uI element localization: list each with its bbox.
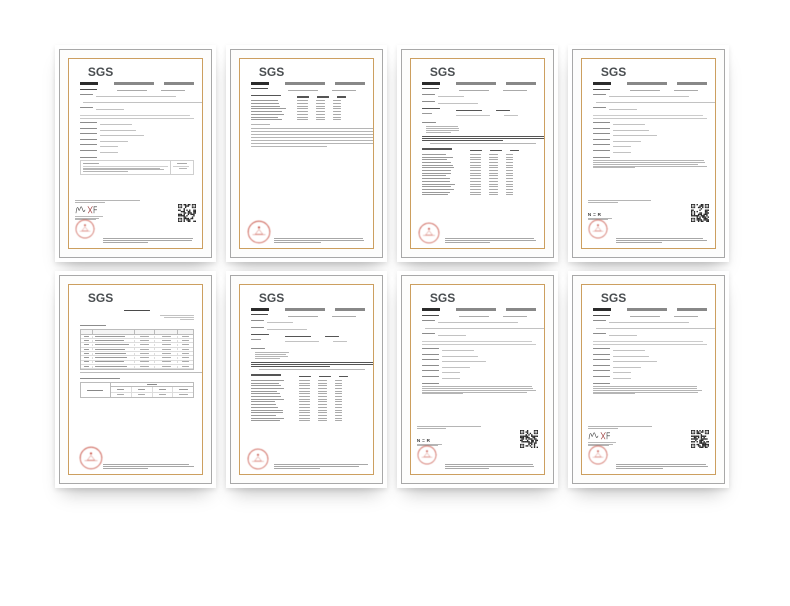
- svg-text:TESTING CERTIFICATION CO LTD: TESTING CERTIFICATION CO LTD: [588, 445, 607, 456]
- svg-text:TESTING CERTIFICATION CO LTD: TESTING CERTIFICATION CO LTD: [79, 446, 102, 459]
- svg-text:TESTING CERTIFICATION CO LTD: TESTING CERTIFICATION CO LTD: [417, 445, 436, 456]
- svg-text:TESTING CERTIFICATION CO LTD: TESTING CERTIFICATION CO LTD: [247, 220, 270, 233]
- svg-text:TESTING CERTIFICATION CO LTD: TESTING CERTIFICATION CO LTD: [588, 219, 607, 230]
- svg-text:TESTING CERTIFICATION CO LTD: TESTING CERTIFICATION CO LTD: [418, 222, 439, 233]
- svg-text:TESTING CERTIFICATION CO LTD: TESTING CERTIFICATION CO LTD: [247, 448, 268, 459]
- svg-text:TESTING CERTIFICATION CO LTD: TESTING CERTIFICATION CO LTD: [75, 219, 94, 230]
